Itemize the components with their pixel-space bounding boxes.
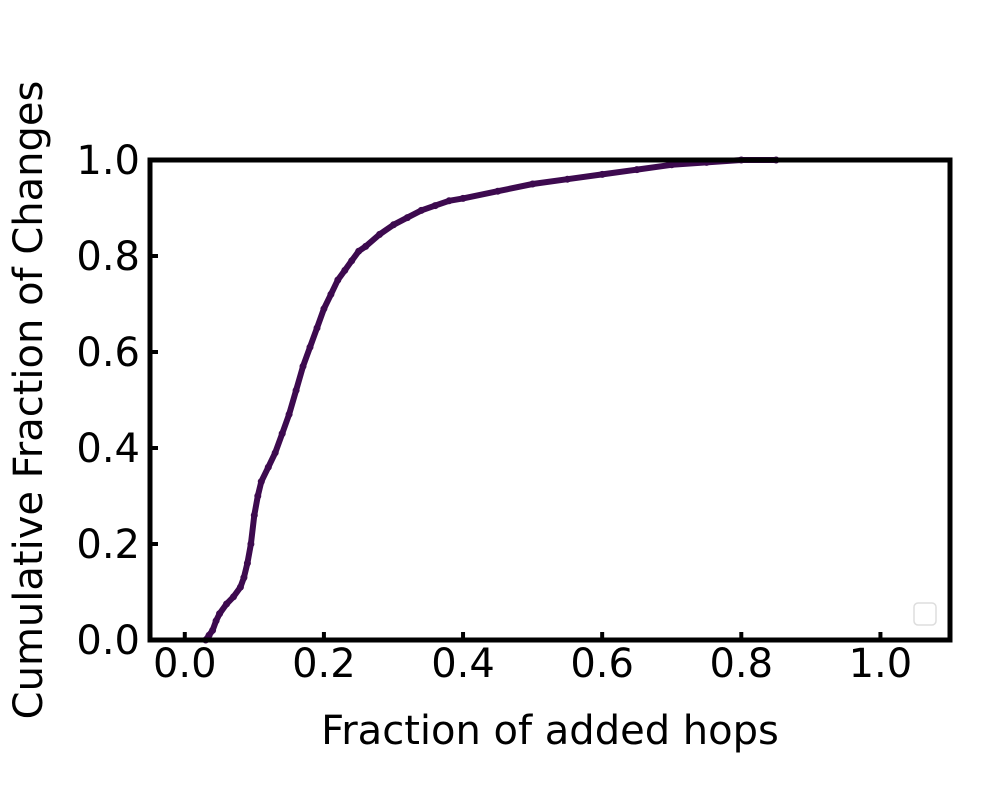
y-tick-label: 0.8 bbox=[76, 234, 140, 280]
data-point bbox=[494, 187, 502, 195]
data-point bbox=[205, 631, 213, 639]
data-point bbox=[257, 478, 265, 486]
x-tick-label: 0.2 bbox=[292, 641, 356, 687]
data-point bbox=[216, 610, 224, 618]
data-point bbox=[668, 161, 676, 169]
data-point bbox=[264, 463, 272, 471]
data-point bbox=[320, 305, 328, 313]
y-tick-label: 1.0 bbox=[76, 138, 140, 184]
data-point bbox=[445, 197, 453, 205]
legend-box bbox=[913, 602, 937, 626]
y-tick-label: 0.6 bbox=[76, 330, 140, 376]
data-point bbox=[313, 324, 321, 332]
series-group bbox=[202, 156, 780, 644]
data-point bbox=[633, 166, 641, 174]
data-point bbox=[390, 221, 397, 229]
series-line-0 bbox=[202, 157, 780, 643]
data-point bbox=[376, 230, 384, 238]
data-point bbox=[355, 247, 363, 255]
data-point bbox=[459, 194, 467, 202]
y-tick-label: 0.4 bbox=[76, 426, 140, 472]
x-axis-label: Fraction of added hops bbox=[321, 708, 779, 754]
data-point bbox=[334, 276, 342, 284]
data-point bbox=[247, 540, 255, 548]
data-point bbox=[327, 290, 335, 298]
data-point bbox=[529, 180, 537, 188]
x-tick-label: 1.0 bbox=[849, 641, 913, 687]
x-axis-ticks: 0.0 0.2 0.4 0.6 0.8 1.0 bbox=[153, 632, 912, 687]
data-point bbox=[230, 593, 237, 601]
x-tick-label: 0.6 bbox=[570, 641, 634, 687]
data-point bbox=[598, 170, 606, 178]
data-point bbox=[348, 257, 356, 265]
data-point bbox=[417, 206, 425, 214]
data-point bbox=[209, 626, 217, 634]
data-point bbox=[236, 583, 244, 591]
data-point bbox=[563, 175, 571, 183]
x-tick-label: 0.4 bbox=[431, 641, 495, 687]
data-point bbox=[223, 600, 230, 608]
y-axis-label: Cumulative Fraction of Changes bbox=[6, 81, 52, 720]
data-point bbox=[341, 266, 349, 274]
plot-frame bbox=[147, 157, 953, 643]
data-point bbox=[403, 214, 411, 222]
data-point bbox=[212, 617, 220, 625]
data-point bbox=[254, 492, 262, 500]
y-axis-ticks: 0.0 0.2 0.4 0.6 0.8 1.0 bbox=[76, 138, 158, 664]
data-point bbox=[362, 242, 370, 250]
y-tick-label: 0.2 bbox=[76, 522, 140, 568]
data-point bbox=[243, 559, 251, 567]
data-point bbox=[299, 362, 307, 370]
data-point bbox=[240, 574, 248, 582]
data-point bbox=[271, 449, 279, 457]
data-point bbox=[431, 202, 439, 210]
data-point bbox=[250, 511, 258, 519]
data-point bbox=[292, 386, 300, 394]
x-tick-label: 0.0 bbox=[153, 641, 217, 687]
data-point bbox=[306, 343, 314, 351]
data-point bbox=[278, 430, 286, 438]
x-tick-label: 0.8 bbox=[709, 641, 773, 687]
data-point bbox=[285, 410, 293, 418]
y-tick-label: 0.0 bbox=[76, 618, 140, 664]
